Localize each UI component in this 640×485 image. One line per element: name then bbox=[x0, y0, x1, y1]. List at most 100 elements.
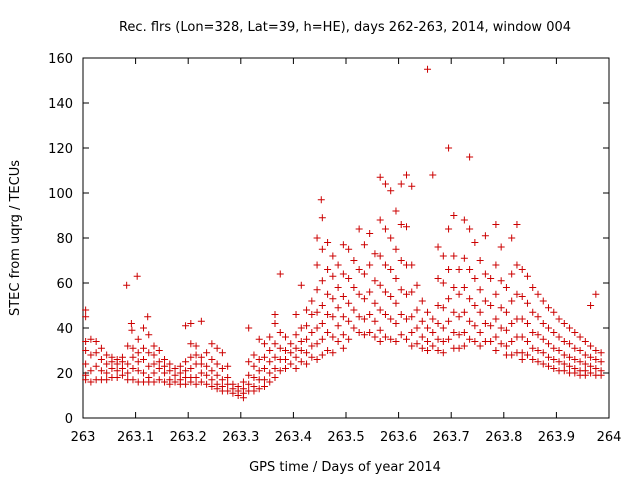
data-point bbox=[460, 284, 468, 291]
data-point bbox=[487, 275, 495, 282]
data-point bbox=[155, 358, 163, 366]
data-point bbox=[92, 349, 100, 357]
data-point bbox=[397, 180, 405, 188]
data-point bbox=[208, 376, 216, 384]
data-point bbox=[229, 389, 237, 397]
data-point bbox=[545, 324, 553, 332]
data-point bbox=[508, 270, 516, 278]
data-point bbox=[471, 275, 479, 282]
data-point bbox=[245, 324, 253, 332]
y-tick-label: 120 bbox=[48, 142, 73, 157]
y-tick-label: 0 bbox=[65, 412, 73, 427]
data-point bbox=[481, 232, 489, 240]
data-point bbox=[266, 347, 274, 354]
data-point bbox=[260, 353, 268, 361]
data-point bbox=[408, 288, 416, 296]
data-point bbox=[329, 313, 337, 321]
data-point bbox=[276, 344, 284, 352]
data-point bbox=[550, 365, 558, 372]
data-point bbox=[581, 338, 589, 345]
data-point bbox=[313, 234, 321, 242]
data-point bbox=[445, 266, 453, 273]
data-point bbox=[203, 380, 211, 388]
data-point bbox=[587, 342, 595, 350]
data-point bbox=[555, 315, 563, 323]
data-point bbox=[182, 358, 190, 366]
data-point bbox=[350, 284, 358, 291]
data-point bbox=[534, 358, 542, 366]
data-point bbox=[392, 275, 400, 282]
data-point bbox=[82, 347, 90, 354]
y-tick-label: 160 bbox=[48, 52, 73, 67]
data-point bbox=[534, 313, 542, 321]
data-point bbox=[592, 290, 600, 298]
plot-frame bbox=[82, 57, 610, 419]
data-point bbox=[392, 207, 400, 215]
data-point bbox=[392, 299, 400, 307]
data-point bbox=[208, 383, 216, 390]
data-point bbox=[166, 360, 174, 368]
data-point bbox=[492, 347, 500, 354]
data-point bbox=[87, 378, 95, 386]
data-point bbox=[355, 266, 363, 273]
data-point bbox=[313, 308, 321, 316]
data-point bbox=[129, 353, 137, 361]
data-point bbox=[97, 367, 105, 375]
data-point bbox=[497, 277, 505, 285]
data-point bbox=[587, 369, 595, 377]
data-point bbox=[508, 338, 516, 345]
data-point bbox=[587, 353, 595, 361]
data-point bbox=[508, 234, 516, 242]
data-point bbox=[466, 335, 474, 343]
data-point bbox=[466, 225, 474, 233]
x-tick-label: 263.5 bbox=[327, 430, 364, 445]
data-point bbox=[571, 329, 579, 336]
data-point bbox=[355, 313, 363, 321]
y-axis-label: STEC from uqrg / TECUs bbox=[8, 160, 23, 316]
data-point bbox=[502, 342, 510, 350]
data-point bbox=[466, 295, 474, 303]
data-point bbox=[345, 317, 353, 325]
data-point bbox=[203, 371, 211, 379]
data-point bbox=[350, 257, 358, 264]
data-point bbox=[303, 322, 311, 330]
data-point bbox=[439, 324, 447, 332]
data-point bbox=[145, 349, 153, 357]
data-point bbox=[271, 320, 279, 327]
data-point bbox=[192, 342, 200, 350]
data-point bbox=[182, 380, 190, 388]
data-point bbox=[434, 347, 442, 354]
data-point bbox=[408, 313, 416, 321]
data-point bbox=[534, 347, 542, 354]
data-point bbox=[434, 275, 442, 282]
data-point bbox=[345, 299, 353, 307]
data-point bbox=[476, 342, 484, 350]
data-point bbox=[139, 356, 147, 363]
x-tick-label: 263 bbox=[71, 430, 96, 445]
chart-title: Rec. flrs (Lon=328, Lat=39, h=HE), days … bbox=[119, 20, 571, 35]
data-point bbox=[339, 293, 347, 300]
data-point bbox=[550, 329, 558, 336]
data-point bbox=[329, 295, 337, 303]
data-point bbox=[445, 225, 453, 233]
data-point bbox=[150, 342, 158, 350]
data-point bbox=[366, 230, 374, 237]
data-point bbox=[450, 329, 458, 336]
data-point bbox=[192, 380, 200, 388]
data-point bbox=[334, 304, 342, 312]
data-point bbox=[324, 329, 332, 336]
data-point bbox=[476, 257, 484, 264]
data-point bbox=[597, 371, 605, 379]
data-point bbox=[318, 214, 326, 222]
data-point bbox=[560, 320, 568, 327]
data-point bbox=[345, 245, 353, 253]
data-point bbox=[350, 306, 358, 314]
data-point bbox=[523, 272, 531, 280]
data-point bbox=[424, 324, 432, 332]
data-point bbox=[108, 365, 116, 372]
data-point bbox=[555, 358, 563, 366]
data-point bbox=[145, 331, 153, 339]
data-point bbox=[466, 266, 474, 273]
data-point bbox=[134, 367, 142, 375]
data-point bbox=[581, 360, 589, 368]
